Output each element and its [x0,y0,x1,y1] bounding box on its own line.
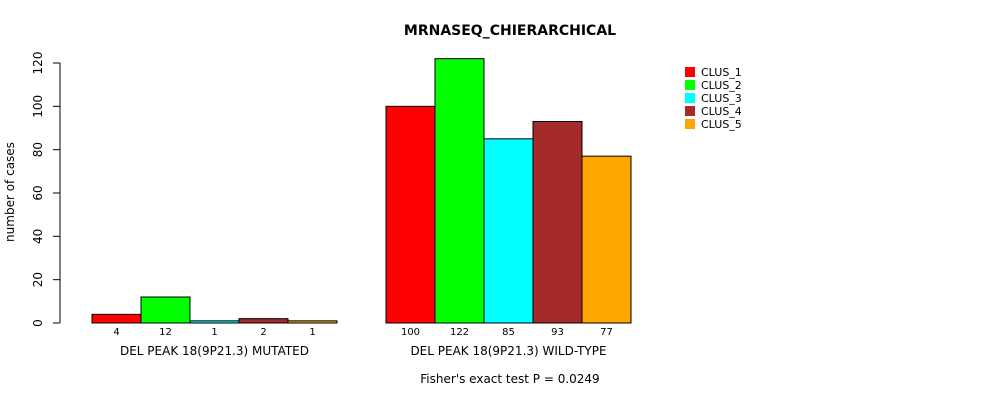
bar-count-label: 4 [113,327,119,338]
bar-clus-5 [581,155,632,324]
legend-label: CLUS_5 [701,118,742,131]
bar-clus-2 [434,58,485,324]
bar-count-label: 85 [502,327,515,338]
y-tick-label: 0 [31,319,45,327]
legend-label: CLUS_3 [701,92,742,105]
y-tick-label: 40 [31,229,45,244]
y-axis-label: number of cases [3,142,17,242]
y-tick-label: 80 [31,142,45,157]
legend-label: CLUS_2 [701,79,742,92]
bar-count-label: 93 [551,327,564,338]
bar-count-label: 122 [450,327,469,338]
bar-clus-1 [385,105,436,324]
bar-clus-5 [287,320,338,324]
y-tick-label: 100 [31,95,45,118]
legend-swatch-clus-3 [685,93,695,103]
bar-count-label: 1 [309,327,315,338]
legend-swatch-clus-4 [685,106,695,116]
y-axis: 0 20 40 60 80 100 120 [31,52,61,327]
bar-count-label: 100 [401,327,420,338]
bar-count-label: 12 [159,327,172,338]
group-labels: DEL PEAK 18(9P21.3) MUTATED DEL PEAK 18(9… [120,344,607,358]
bar-count-label: 2 [260,327,266,338]
bar-clus-3 [483,138,534,324]
legend-swatch-clus-2 [685,80,695,90]
legend-label: CLUS_4 [701,105,742,118]
bar-clus-2 [140,296,191,324]
chart-title: MRNASEQ_CHIERARCHICAL [404,23,616,39]
bar-clus-3 [189,320,240,324]
bar-clus-4 [532,121,583,324]
legend-swatch-clus-5 [685,119,695,129]
group-label: DEL PEAK 18(9P21.3) MUTATED [120,344,309,358]
y-tick-label: 60 [31,185,45,200]
bar-count-label: 1 [211,327,217,338]
group-label: DEL PEAK 18(9P21.3) WILD-TYPE [410,344,606,358]
legend-label: CLUS_1 [701,66,742,79]
y-tick-label: 20 [31,272,45,287]
y-tick-label: 120 [31,52,45,75]
bar-clus-1 [91,313,142,324]
bar-clus-4 [238,318,289,324]
bars: 4 12 1 2 1 100 122 85 93 77 [91,58,632,338]
legend-swatch-clus-1 [685,67,695,77]
fisher-test-footnote: Fisher's exact test P = 0.0249 [420,372,599,386]
bar-count-label: 77 [600,327,613,338]
